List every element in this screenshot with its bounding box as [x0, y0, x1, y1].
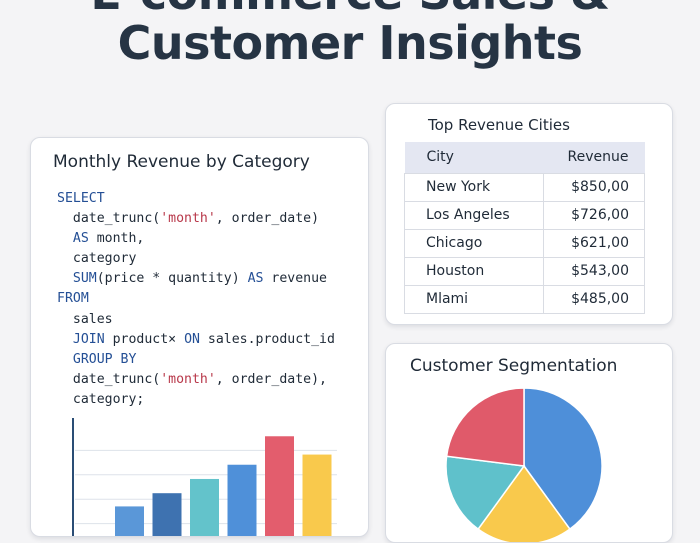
sql-line: FROM [57, 289, 335, 309]
sql-line: SUM(price * quantity) AS revenue [57, 269, 335, 289]
bar-chart-bar [152, 493, 182, 536]
bar-chart-bar [115, 506, 144, 536]
sql-line: category; [57, 390, 335, 410]
city-cell: Los Angeles [404, 200, 544, 230]
sql-keyword: AS [247, 271, 264, 287]
revenue-cell: $621,00 [542, 228, 646, 258]
sql-line: date_trunc('month', order_date), [57, 370, 335, 390]
table-header-row: City Revenue [404, 142, 645, 173]
top-cities-title: Top Revenue Cities [428, 116, 570, 134]
top-revenue-cities-card: Top Revenue Cities City Revenue New York… [385, 103, 673, 325]
sql-string: 'month' [160, 371, 216, 387]
sql-text [57, 271, 73, 286]
column-header-revenue: Revenue [543, 142, 645, 173]
table-row: Houston $543,00 [404, 256, 646, 286]
monthly-revenue-bar-chart [72, 418, 337, 536]
bar-chart-bar [302, 454, 332, 536]
revenue-cell: $726,00 [542, 200, 646, 230]
city-cell: Mlami [404, 284, 544, 314]
city-cell: New York [404, 172, 544, 202]
customer-segmentation-pie-chart [445, 387, 603, 542]
sql-text [57, 352, 73, 367]
sql-query-code: SELECT date_trunc('month', order_date) A… [57, 189, 335, 410]
sql-text: sales.product_id [199, 331, 335, 347]
sql-keyword: JOIN [72, 331, 105, 347]
table-row: New York $850,00 [404, 172, 646, 202]
sql-line: date_trunc('month', order_date) [57, 209, 335, 229]
revenue-cell: $850,00 [542, 172, 646, 202]
sql-text: category [57, 251, 137, 267]
sql-line: JOIN product× ON sales.product_id [57, 330, 335, 350]
pie-chart-slice [523, 387, 603, 531]
sql-line: category [57, 249, 335, 269]
table-row: Mlami $485,00 [404, 284, 646, 314]
sql-text: sales [57, 311, 113, 327]
sql-text [57, 231, 73, 246]
table-row: Los Angeles $726,00 [404, 200, 646, 230]
sql-text: product× [104, 331, 185, 347]
sql-keyword: SUM [72, 271, 97, 287]
bar-chart-bar [227, 464, 257, 536]
page-title-line-1: E-commerce Sales & [0, 0, 700, 20]
revenue-cell: $543,00 [542, 256, 646, 286]
sql-text: , order_date), [215, 371, 327, 387]
pie-chart-slice [445, 387, 525, 467]
revenue-cell: $485,00 [542, 284, 646, 314]
sql-keyword: ON [184, 331, 200, 347]
sql-keyword: SELECT [57, 191, 105, 206]
top-cities-table: City Revenue New York $850,00 Los Angele… [404, 142, 646, 314]
sql-text [57, 332, 73, 347]
bar-chart-bar [265, 436, 294, 536]
sql-text: revenue [263, 271, 327, 287]
sql-line: sales [57, 310, 335, 330]
customer-segmentation-title: Customer Segmentation [410, 356, 618, 376]
sql-text: month, [88, 231, 145, 247]
table-row: Chicago $621,00 [404, 228, 646, 258]
sql-keyword: FROM [57, 291, 89, 307]
sql-keyword: GROUP BY [72, 351, 137, 367]
sql-text: date_trunc( [57, 211, 161, 227]
sql-line: GROUP BY [57, 350, 335, 370]
sql-line: SELECT [57, 189, 335, 209]
sql-string: 'month' [160, 211, 216, 227]
sql-text: date_trunc( [57, 371, 161, 387]
sql-keyword: AS [72, 231, 89, 247]
sql-text: category; [57, 391, 145, 407]
sql-text: (price * quantity) [96, 271, 248, 287]
monthly-revenue-title: Monthly Revenue by Category [53, 152, 310, 172]
city-cell: Chicago [404, 228, 544, 258]
sql-text: , order_date) [215, 211, 320, 227]
bar-chart-bar [190, 478, 219, 536]
customer-segmentation-card: Customer Segmentation [385, 343, 673, 543]
column-header-city: City [404, 142, 544, 173]
sql-line: AS month, [57, 229, 335, 249]
page-title-line-2: Customer Insights [117, 16, 583, 70]
monthly-revenue-card: Monthly Revenue by Category SELECT date_… [30, 137, 369, 537]
city-cell: Houston [404, 256, 544, 286]
